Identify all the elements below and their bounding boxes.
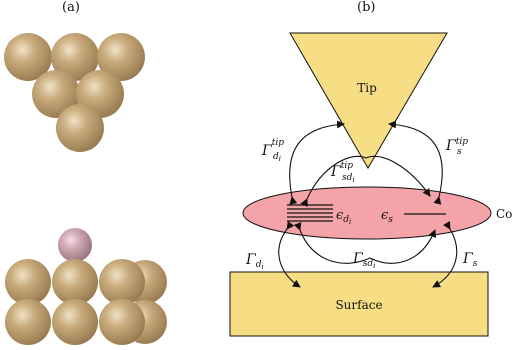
surface-atom — [5, 299, 51, 345]
tip-atom — [4, 33, 52, 81]
arrow-surface-d — [278, 220, 301, 288]
arrow-surface-sd — [293, 222, 437, 264]
adatom — [58, 228, 92, 262]
eps-d-label: ϵdi — [336, 208, 351, 226]
arrow-tip-d — [289, 120, 345, 205]
surface-label: Surface — [335, 298, 382, 312]
gamma-tip-d-label: Γtip di — [261, 138, 284, 163]
complex-ellipse — [242, 186, 492, 240]
gamma-tip-sd-label: Γtip sdi — [330, 161, 355, 184]
surface-atom — [99, 259, 145, 305]
arrow-tip-sd — [300, 155, 431, 208]
surface-atom — [52, 299, 98, 345]
surface-atom — [52, 259, 98, 305]
tip-atom — [56, 104, 104, 152]
gamma-s-label: Γs — [462, 251, 478, 269]
arrow-surface-s — [432, 220, 458, 288]
tip-atom — [51, 33, 99, 81]
gamma-tip-s-label: Γtip s — [445, 137, 468, 157]
panel-label-b: (b) — [357, 0, 376, 15]
tip-triangle — [289, 32, 448, 169]
tip-cluster — [4, 33, 145, 152]
tip-atom — [32, 70, 80, 118]
complex-label: Co — [496, 207, 512, 221]
gamma-sd-label: Γsdi — [352, 251, 375, 270]
eps-s-label: ϵs — [381, 208, 393, 225]
tip-atom — [97, 33, 145, 81]
arrow-tip-s — [388, 120, 443, 205]
surface-slab — [5, 228, 167, 345]
gamma-d-label: Γdi — [245, 252, 264, 271]
tip-label: Tip — [357, 81, 377, 95]
surface-atom — [5, 259, 51, 305]
surface-atom — [99, 299, 145, 345]
panel-label-a: (a) — [62, 0, 80, 15]
